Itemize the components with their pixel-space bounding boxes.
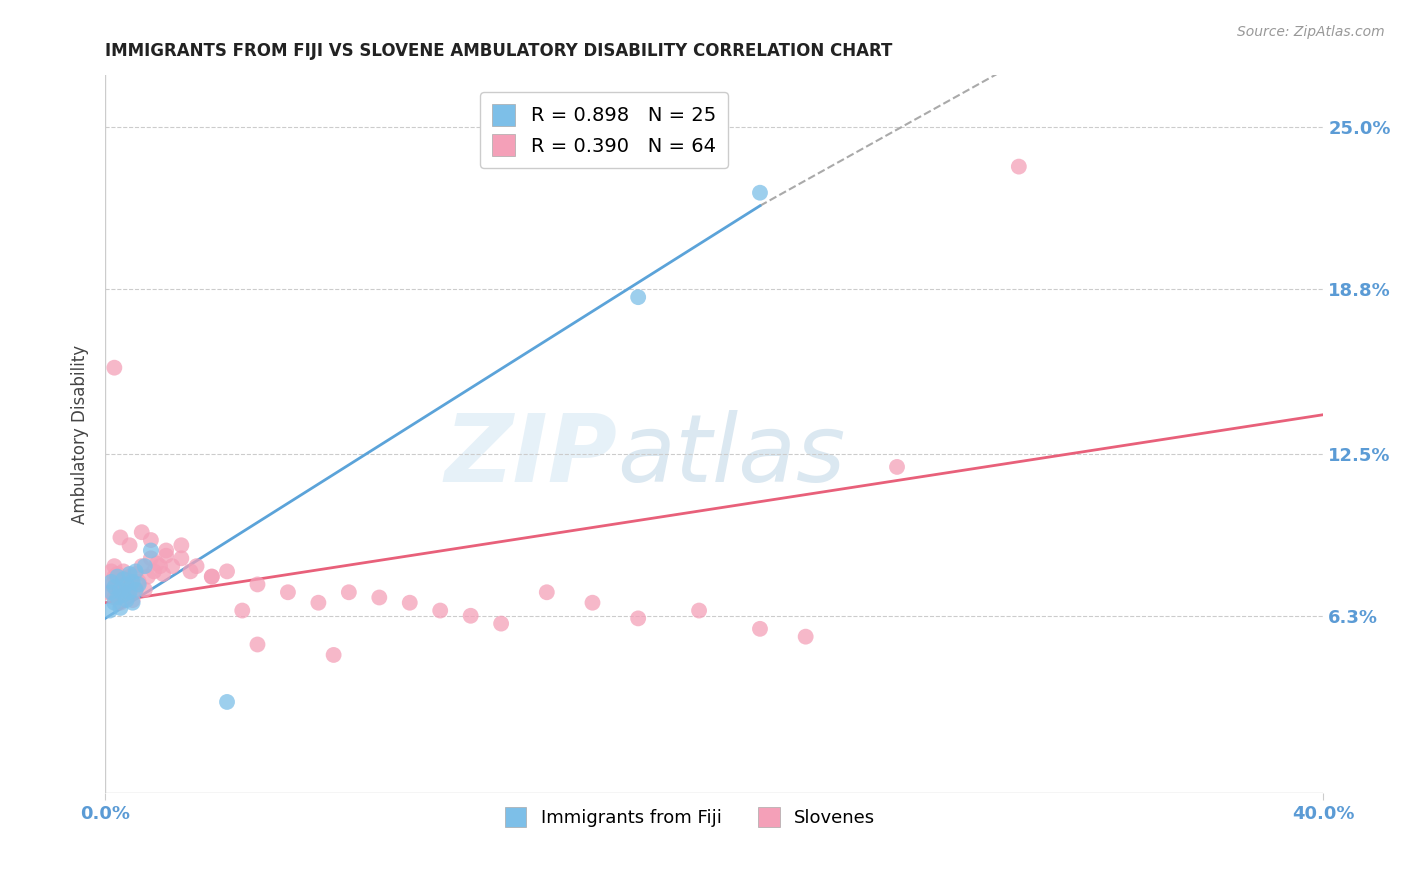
Point: [160, 559, 183, 574]
Point: [121, 577, 143, 591]
Point: [231, 603, 253, 617]
Point: [277, 585, 299, 599]
Point: [110, 574, 132, 589]
Point: [131, 525, 153, 540]
Point: [1008, 160, 1031, 174]
Point: [105, 566, 128, 581]
Point: [98, 603, 121, 617]
Point: [152, 566, 174, 581]
Text: Source: ZipAtlas.com: Source: ZipAtlas.com: [1237, 25, 1385, 39]
Point: [134, 559, 156, 574]
Point: [112, 572, 135, 586]
Text: IMMIGRANTS FROM FIJI VS SLOVENE AMBULATORY DISABILITY CORRELATION CHART: IMMIGRANTS FROM FIJI VS SLOVENE AMBULATO…: [105, 42, 893, 60]
Point: [103, 559, 125, 574]
Point: [128, 574, 150, 589]
Point: [105, 569, 128, 583]
Point: [186, 559, 208, 574]
Point: [103, 569, 125, 583]
Point: [170, 538, 193, 552]
Point: [110, 582, 132, 597]
Point: [100, 565, 122, 579]
Point: [179, 565, 201, 579]
Point: [121, 596, 143, 610]
Point: [460, 608, 482, 623]
Point: [368, 591, 391, 605]
Point: [139, 543, 162, 558]
Point: [155, 549, 177, 563]
Point: [536, 585, 558, 599]
Point: [581, 596, 603, 610]
Point: [110, 530, 132, 544]
Point: [246, 577, 269, 591]
Point: [103, 591, 125, 605]
Point: [128, 577, 150, 591]
Point: [118, 538, 141, 552]
Point: [489, 616, 512, 631]
Point: [97, 585, 120, 599]
Point: [131, 559, 153, 574]
Point: [105, 577, 128, 591]
Point: [139, 533, 162, 547]
Point: [115, 585, 138, 599]
Point: [103, 360, 125, 375]
Point: [170, 551, 193, 566]
Point: [112, 588, 135, 602]
Point: [146, 557, 169, 571]
Point: [124, 582, 146, 597]
Point: [201, 569, 224, 583]
Point: [124, 566, 146, 581]
Point: [118, 582, 141, 597]
Point: [115, 593, 138, 607]
Point: [103, 596, 125, 610]
Point: [136, 569, 159, 583]
Point: [627, 611, 650, 625]
Point: [398, 596, 420, 610]
Point: [115, 572, 138, 586]
Point: [627, 290, 650, 304]
Point: [110, 601, 132, 615]
Point: [155, 543, 177, 558]
Point: [429, 603, 451, 617]
Point: [110, 596, 132, 610]
Point: [118, 585, 141, 599]
Point: [112, 565, 135, 579]
Point: [121, 574, 143, 589]
Text: ZIP: ZIP: [444, 409, 617, 502]
Point: [100, 585, 122, 599]
Point: [105, 591, 128, 605]
Legend: Immigrants from Fiji, Slovenes: Immigrants from Fiji, Slovenes: [498, 799, 883, 835]
Point: [103, 580, 125, 594]
Point: [100, 577, 122, 591]
Point: [215, 695, 238, 709]
Point: [118, 566, 141, 581]
Point: [246, 638, 269, 652]
Point: [322, 648, 344, 662]
Point: [142, 565, 165, 579]
Point: [118, 569, 141, 583]
Point: [794, 630, 817, 644]
Point: [886, 459, 908, 474]
Point: [100, 574, 122, 589]
Point: [124, 565, 146, 579]
Point: [115, 577, 138, 591]
Point: [121, 593, 143, 607]
Point: [112, 580, 135, 594]
Point: [307, 596, 329, 610]
Text: atlas: atlas: [617, 410, 845, 501]
Point: [215, 565, 238, 579]
Point: [201, 569, 224, 583]
Point: [337, 585, 360, 599]
Point: [134, 582, 156, 597]
Point: [139, 551, 162, 566]
Point: [688, 603, 710, 617]
Point: [749, 186, 772, 200]
Point: [124, 582, 146, 597]
Point: [149, 559, 172, 574]
Y-axis label: Ambulatory Disability: Ambulatory Disability: [72, 344, 89, 524]
Point: [749, 622, 772, 636]
